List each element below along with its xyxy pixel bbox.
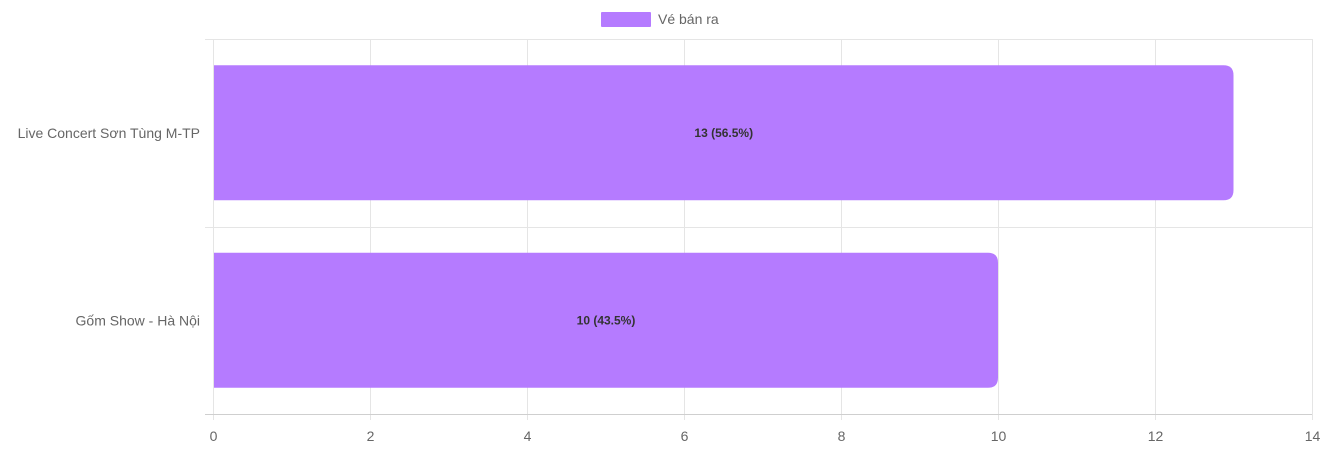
x-tick-label: 8	[838, 428, 846, 444]
x-tick-label: 10	[991, 428, 1007, 444]
x-tick-label: 4	[524, 428, 532, 444]
x-tick-label: 2	[367, 428, 375, 444]
bar[interactable]	[214, 252, 998, 388]
bar-data-label: 10 (43.5%)	[577, 313, 636, 327]
legend-swatch[interactable]	[601, 12, 651, 27]
y-category-label: Gốm Show - Hà Nội	[76, 312, 200, 328]
x-tick-label: 12	[1148, 428, 1164, 444]
bars	[214, 65, 1234, 388]
x-tick-label: 6	[681, 428, 689, 444]
bar[interactable]	[214, 65, 1234, 201]
x-tick-label: 14	[1305, 428, 1321, 444]
bar-data-label: 13 (56.5%)	[694, 126, 753, 140]
x-tick-label: 0	[210, 428, 218, 444]
legend[interactable]: Vé bán ra	[601, 11, 719, 27]
legend-label[interactable]: Vé bán ra	[658, 11, 719, 27]
x-axis-ticks: 0 2 4 6 8 10 12 14	[210, 428, 1321, 444]
y-category-label: Live Concert Sơn Tùng M-TP	[18, 125, 200, 141]
data-labels: 13 (56.5%) 10 (43.5%)	[577, 126, 753, 328]
y-axis-categories: Live Concert Sơn Tùng M-TP Gốm Show - Hà …	[18, 125, 200, 329]
